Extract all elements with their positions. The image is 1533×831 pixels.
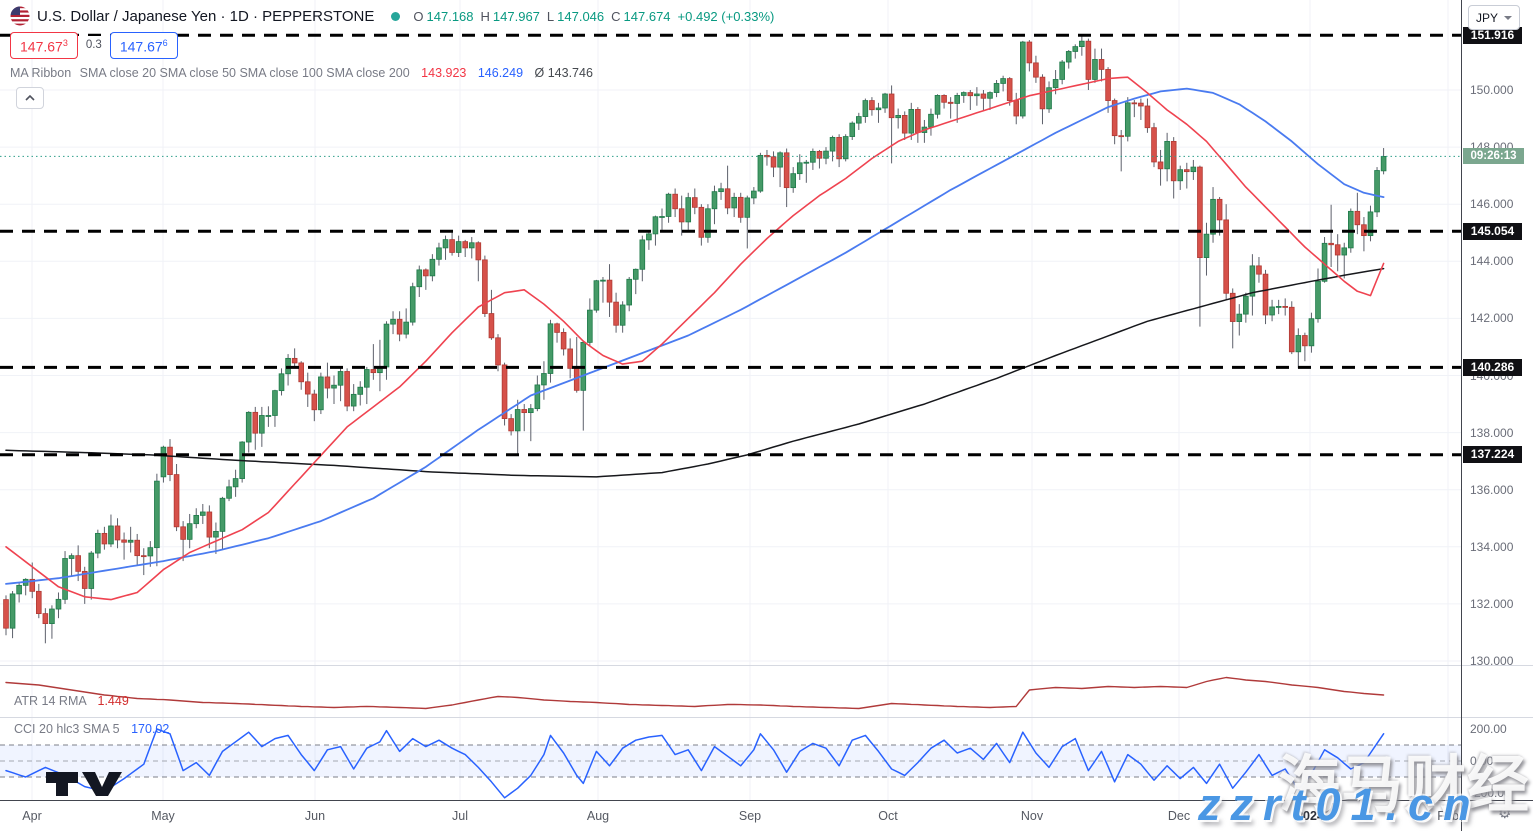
quote-bar: 147.673 0.3 147.676 xyxy=(10,32,178,59)
ohlc-values: O 147.168 H 147.967 L 147.046 C 147.674 … xyxy=(413,9,774,24)
price-axis-tick: 146.000 xyxy=(1470,197,1514,212)
cci-line xyxy=(5,728,1385,799)
time-axis-label[interactable]: Jul xyxy=(452,809,468,823)
countdown-tag: 09:26:13 xyxy=(1463,148,1524,165)
price-axis-tick: 130.000 xyxy=(1470,654,1514,668)
spread-value: 0.3 xyxy=(77,36,110,55)
cci-axis-tick: -200.00 xyxy=(1470,786,1511,800)
sma-200-line xyxy=(5,267,1385,478)
chart-plot-area xyxy=(0,0,1461,800)
atr-title: ATR 14 RMA xyxy=(14,694,87,708)
chevron-down-icon xyxy=(1504,15,1512,20)
ma-ribbon-title: MA Ribbon xyxy=(10,66,72,80)
close-label: C xyxy=(611,8,621,24)
tradingview-logo[interactable] xyxy=(44,766,126,800)
atr-legend[interactable]: ATR 14 RMA 1.449 xyxy=(14,694,129,708)
sell-button[interactable]: 147.673 xyxy=(10,32,78,59)
price-axis-tick: 150.000 xyxy=(1470,83,1514,97)
price-level-lines xyxy=(0,33,1461,457)
low-label: L xyxy=(546,8,555,24)
cci-value: 170.02 xyxy=(131,722,170,736)
open-label: O xyxy=(413,8,424,24)
time-axis-label[interactable]: Nov xyxy=(1020,809,1044,823)
atr-line xyxy=(5,676,1385,710)
sma-20-line xyxy=(5,76,1385,601)
cci-axis-tick: 0.00 xyxy=(1470,754,1494,768)
time-axis-label[interactable]: Feb xyxy=(1437,809,1459,823)
site-watermark: zzrt01.cn xyxy=(1198,779,1481,830)
price-axis-tick: 136.000 xyxy=(1470,482,1514,497)
time-axis-label[interactable]: Jun xyxy=(304,809,326,823)
time-axis-settings-gear-icon[interactable]: ⚙ xyxy=(1498,804,1512,822)
brand-watermark: 海马财经 xyxy=(1278,748,1531,821)
cci-legend[interactable]: CCI 20 hlc3 SMA 5 170.02 xyxy=(14,722,169,736)
price-axis-tick: 142.000 xyxy=(1470,311,1514,326)
time-axis-label[interactable]: Dec xyxy=(1167,809,1191,823)
cci-axis-tick: 200.00 xyxy=(1470,722,1507,736)
currency-label: JPY xyxy=(1475,10,1498,25)
time-axis-label[interactable]: 2024 xyxy=(1296,809,1324,823)
ma-ribbon-params: SMA close 20 SMA close 50 SMA close 100 … xyxy=(79,66,410,80)
low-value: 147.046 xyxy=(557,8,605,24)
sma20-value: 143.923 xyxy=(421,66,467,80)
time-axis-label[interactable]: Oct xyxy=(878,809,898,823)
currency-dropdown[interactable]: JPY xyxy=(1468,5,1520,30)
level-price-tag: 145.054 xyxy=(1463,222,1522,240)
level-price-tag: 137.224 xyxy=(1463,446,1522,464)
chevron-up-icon xyxy=(25,95,35,101)
time-axis-label[interactable]: May xyxy=(151,809,175,823)
change-value: +0.492 (+0.33%) xyxy=(677,8,775,24)
sma50-value: 146.249 xyxy=(477,66,524,80)
cci-pane xyxy=(0,744,1461,778)
price-axis-tick: 134.000 xyxy=(1470,539,1514,554)
close-value: 147.674 xyxy=(623,8,671,24)
time-axis-label[interactable]: Aug xyxy=(586,809,610,823)
market-status-dot xyxy=(391,11,401,21)
collapse-legend-button[interactable] xyxy=(16,87,44,109)
symbol-title[interactable]: U.S. Dollar / Japanese Yen · 1D · PEPPER… xyxy=(37,7,375,25)
atr-value: 1.449 xyxy=(97,694,129,708)
us-flag-icon xyxy=(10,6,30,26)
time-axis-label[interactable]: Sep xyxy=(738,809,762,823)
cci-title: CCI 20 hlc3 SMA 5 xyxy=(14,722,120,736)
sma-average-value: Ø 143.746 xyxy=(534,66,593,80)
high-label: H xyxy=(480,8,490,24)
level-price-tag: 140.286 xyxy=(1463,358,1522,376)
ma-ribbon-legend[interactable]: MA Ribbon SMA close 20 SMA close 50 SMA … xyxy=(10,66,593,80)
high-value: 147.967 xyxy=(492,8,540,24)
symbol-header: U.S. Dollar / Japanese Yen · 1D · PEPPER… xyxy=(10,6,774,26)
buy-button[interactable]: 147.676 xyxy=(109,32,178,59)
time-axis-label[interactable]: Apr xyxy=(22,809,42,823)
price-axis-tick: 138.000 xyxy=(1470,425,1514,440)
candlestick-series xyxy=(3,35,1387,644)
sma-50-line xyxy=(5,87,1385,585)
price-axis-tick: 144.000 xyxy=(1470,254,1514,269)
price-axis-tick: 132.000 xyxy=(1470,596,1514,611)
level-price-tag: 151.916 xyxy=(1463,26,1522,44)
open-value: 147.168 xyxy=(426,8,474,24)
